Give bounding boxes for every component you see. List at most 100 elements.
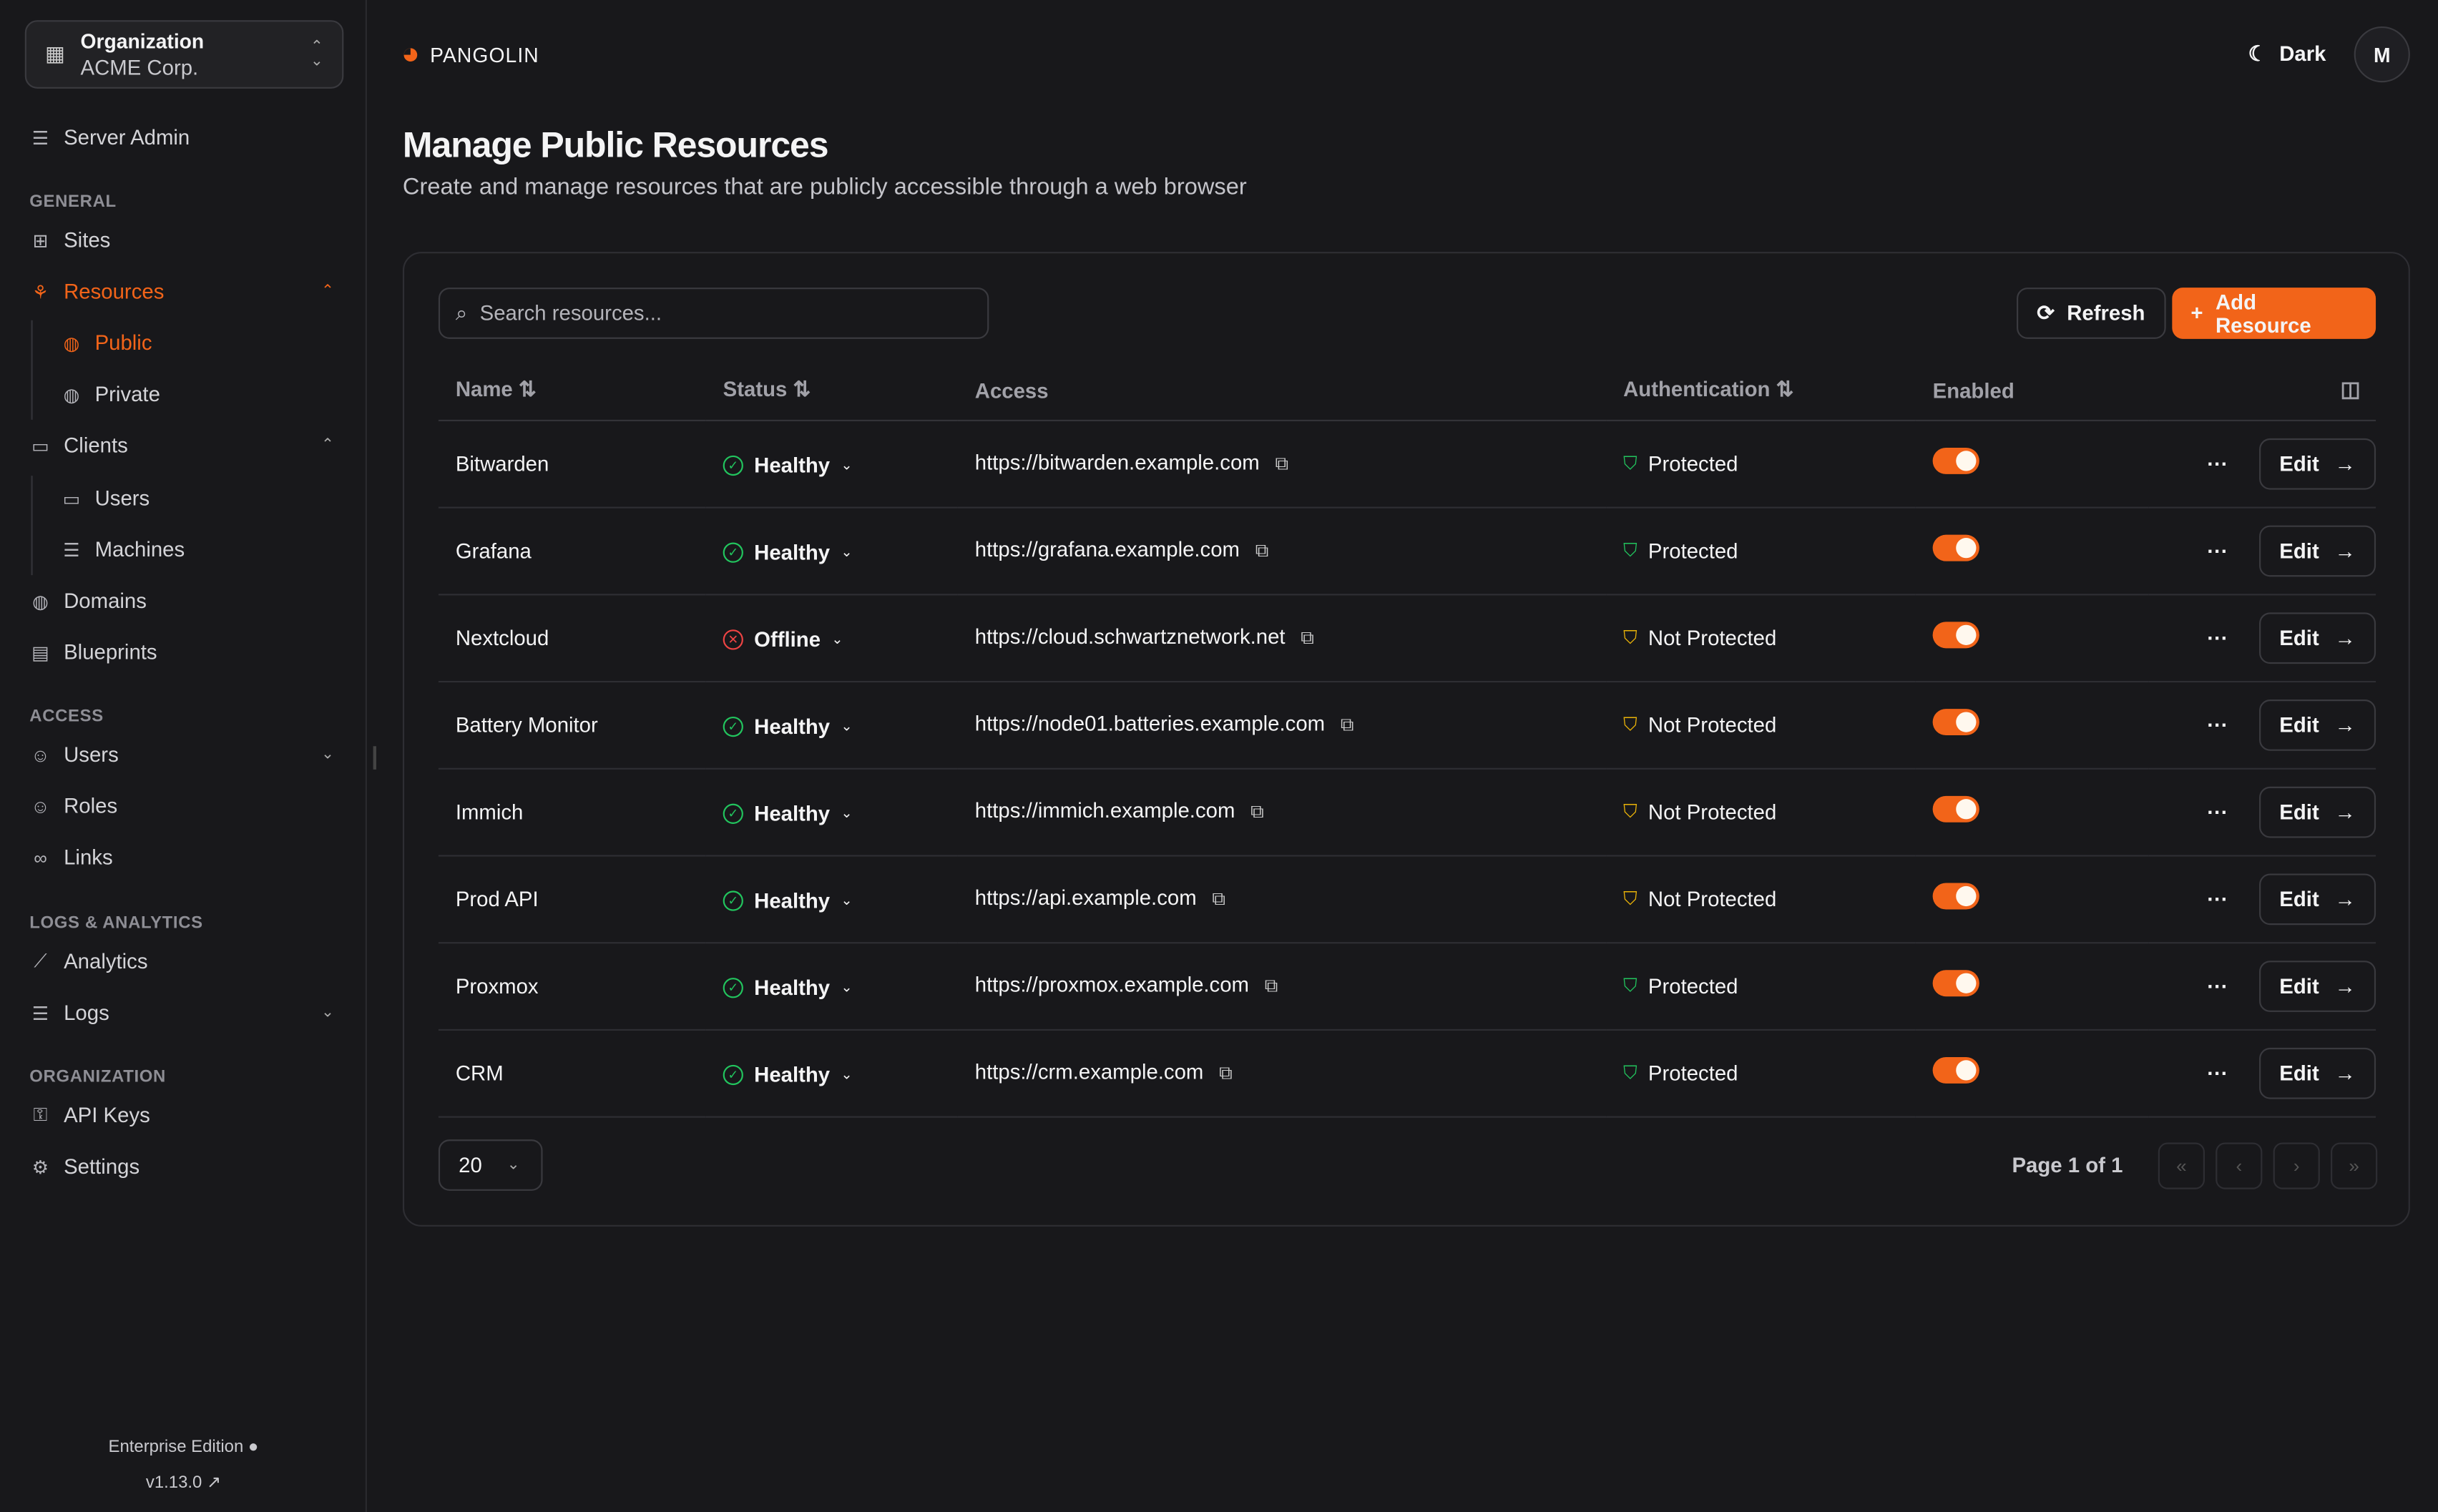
status-dropdown[interactable]: ✓ Healthy ⌄ [723, 540, 853, 564]
status-dropdown[interactable]: ✓ Healthy ⌄ [723, 1063, 853, 1086]
access-url[interactable]: https://proxmox.example.com [974, 973, 1250, 997]
enabled-toggle[interactable] [1932, 447, 1979, 474]
more-actions-icon[interactable]: ··· [2207, 625, 2228, 649]
enabled-toggle[interactable] [1932, 883, 1979, 910]
status-dropdown[interactable]: ✓ Healthy ⌄ [723, 801, 853, 825]
nav-roles[interactable]: ☺ Roles [29, 795, 341, 818]
resource-name: Prod API [438, 855, 706, 943]
edit-button[interactable]: Edit → [2259, 437, 2376, 489]
header-name[interactable]: Name ⇅ [438, 362, 706, 421]
status-dropdown[interactable]: ✓ Healthy ⌄ [723, 715, 853, 737]
edit-button[interactable]: Edit → [2259, 785, 2376, 838]
check-circle-icon: ✓ [723, 890, 743, 910]
resource-name: Nextcloud [438, 594, 706, 682]
nav-label: Domains [64, 589, 147, 613]
nav-label: Logs [64, 1001, 109, 1025]
arrow-right-icon: → [2334, 625, 2356, 649]
status-dropdown[interactable]: ✓ Healthy ⌄ [723, 453, 853, 476]
header-authentication[interactable]: Authentication ⇅ [1606, 362, 1916, 421]
prev-page-button[interactable]: ‹ [2216, 1142, 2263, 1189]
more-actions-icon[interactable]: ··· [2207, 451, 2228, 475]
edit-button[interactable]: Edit → [2259, 612, 2376, 663]
nav-analytics[interactable]: ⟋ Analytics [29, 950, 341, 973]
status-dropdown[interactable]: ✓ Healthy ⌄ [723, 888, 853, 912]
copy-icon[interactable]: ⧉ [1264, 974, 1278, 997]
version-link[interactable]: v1.13.0 ↗ [0, 1472, 367, 1492]
globe-icon: ◍ [63, 332, 80, 354]
copy-icon[interactable]: ⧉ [1255, 539, 1269, 561]
copy-icon[interactable]: ⧉ [1275, 452, 1289, 474]
search-input[interactable]: ⌕ Search resources... [438, 288, 989, 339]
access-url[interactable]: https://cloud.schwartznetwork.net [974, 624, 1286, 649]
page-size-select[interactable]: 20 ⌄ [438, 1139, 543, 1191]
access-url[interactable]: https://api.example.com [974, 885, 1197, 910]
header-status[interactable]: Status ⇅ [705, 362, 958, 421]
access-url[interactable]: https://crm.example.com [974, 1060, 1204, 1084]
enabled-toggle[interactable] [1932, 534, 1979, 561]
add-resource-button[interactable]: + Add Resource [2172, 288, 2376, 339]
more-actions-icon[interactable]: ··· [2207, 539, 2228, 562]
last-page-button[interactable]: » [2331, 1142, 2378, 1189]
copy-icon[interactable]: ⧉ [1250, 800, 1264, 823]
chevron-down-icon: ⌄ [321, 1004, 335, 1021]
edit-button[interactable]: Edit → [2259, 698, 2376, 750]
refresh-button[interactable]: ⟳ Refresh [2016, 288, 2165, 339]
nav-logs[interactable]: ☰ Logs ⌄ [29, 1001, 341, 1025]
enabled-toggle[interactable] [1932, 970, 1979, 997]
edit-label: Edit [2279, 1061, 2319, 1084]
access-url[interactable]: https://bitwarden.example.com [974, 451, 1260, 474]
avatar[interactable]: M [2354, 26, 2410, 83]
copy-icon[interactable]: ⧉ [1219, 1061, 1233, 1084]
nav-blueprints[interactable]: ▤ Blueprints [29, 640, 341, 664]
nav-domains[interactable]: ◍ Domains [29, 589, 341, 613]
status-dropdown[interactable]: ✕ Offline ⌄ [723, 627, 843, 651]
nav-resources[interactable]: ⚘ Resources ⌃ [29, 280, 341, 303]
access-url[interactable]: https://node01.batteries.example.com [974, 712, 1326, 736]
nav-clients[interactable]: ▭ Clients ⌃ [29, 433, 341, 457]
chevron-down-icon: ⌄ [831, 630, 843, 647]
nav-server-admin[interactable]: ☰ Server Admin [29, 126, 341, 149]
status-label: Healthy [754, 801, 831, 825]
access-url[interactable]: https://grafana.example.com [974, 538, 1240, 561]
edit-label: Edit [2279, 973, 2319, 998]
columns-toggle[interactable]: ◫ [2148, 362, 2376, 421]
shield-check-icon: ⛉ [1623, 452, 1637, 474]
enabled-toggle[interactable] [1932, 795, 1979, 823]
nav-private[interactable]: ◍ Private [61, 383, 341, 406]
edition-link[interactable]: Enterprise Edition ● [0, 1438, 367, 1456]
enabled-toggle[interactable] [1932, 622, 1979, 649]
table-row: Bitwarden ✓ Healthy ⌄ https://bitwarden.ex… [438, 419, 2376, 508]
nav-sites[interactable]: ⊞ Sites [29, 229, 341, 252]
more-actions-icon[interactable]: ··· [2207, 886, 2228, 910]
brand-logo[interactable]: ◕ PANGOLIN [401, 37, 539, 73]
org-switcher[interactable]: ▦ Organization ACME Corp. ⌃ ⌄ [24, 20, 344, 89]
shield-off-icon: ⛉ [1623, 800, 1637, 823]
access-url[interactable]: https://immich.example.com [974, 799, 1235, 823]
edit-button[interactable]: Edit → [2259, 1046, 2376, 1099]
enabled-toggle[interactable] [1932, 709, 1979, 736]
arrow-right-icon: → [2334, 886, 2356, 910]
next-page-button[interactable]: › [2273, 1142, 2320, 1189]
theme-toggle[interactable]: ☾ Dark [2248, 42, 2326, 67]
sidebar-resize-handle[interactable] [373, 746, 376, 770]
more-actions-icon[interactable]: ··· [2207, 973, 2228, 998]
edit-button[interactable]: Edit → [2259, 524, 2376, 576]
nav-settings[interactable]: ⚙ Settings [29, 1155, 341, 1179]
more-actions-icon[interactable]: ··· [2207, 712, 2228, 737]
nav-client-users[interactable]: ▭ Users [61, 486, 341, 510]
more-actions-icon[interactable]: ··· [2207, 800, 2228, 823]
copy-icon[interactable]: ⧉ [1340, 713, 1354, 736]
status-dropdown[interactable]: ✓ Healthy ⌄ [723, 976, 853, 998]
enabled-toggle[interactable] [1932, 1056, 1979, 1084]
copy-icon[interactable]: ⧉ [1212, 888, 1226, 910]
copy-icon[interactable]: ⧉ [1301, 626, 1314, 649]
edit-button[interactable]: Edit → [2259, 873, 2376, 925]
nav-api-keys[interactable]: ⚿ API Keys [29, 1104, 341, 1127]
nav-users[interactable]: ☺ Users ⌄ [29, 743, 341, 767]
edit-button[interactable]: Edit → [2259, 960, 2376, 1011]
first-page-button[interactable]: « [2158, 1142, 2205, 1189]
nav-public[interactable]: ◍ Public [61, 331, 341, 355]
more-actions-icon[interactable]: ··· [2207, 1061, 2228, 1084]
nav-links[interactable]: ∞ Links [29, 845, 341, 869]
nav-machines[interactable]: ☰ Machines [61, 538, 341, 561]
